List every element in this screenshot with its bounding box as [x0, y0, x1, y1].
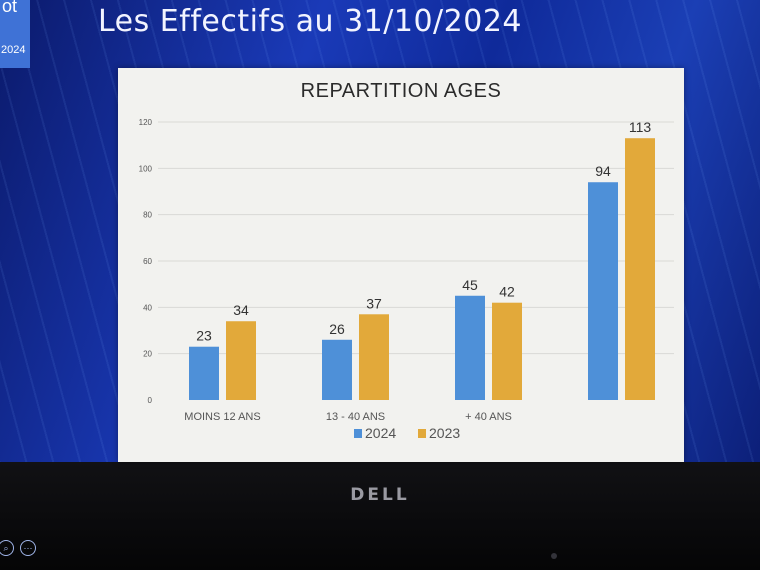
- y-tick-label: 0: [148, 396, 153, 405]
- zoom-icon[interactable]: ⌕: [0, 540, 14, 556]
- thumbnail-year: 2024: [1, 44, 26, 56]
- y-tick-label: 100: [139, 164, 153, 173]
- data-label: 37: [366, 295, 382, 311]
- monitor-bezel: [0, 462, 760, 570]
- bar-2024: [588, 182, 618, 400]
- data-label: 45: [462, 277, 478, 293]
- x-tick-label: MOINS 12 ANS: [184, 411, 260, 423]
- x-tick-label: + 40 ANS: [465, 411, 512, 423]
- data-label: 23: [196, 328, 212, 344]
- thumbnail-text: ot: [2, 0, 18, 16]
- bar-2023: [492, 302, 522, 400]
- y-tick-label: 40: [143, 303, 152, 312]
- bar-2023: [226, 321, 256, 400]
- y-tick-label: 60: [143, 257, 152, 266]
- chart-panel: REPARTITION AGES 0 20 40 60 80 100 120 23 34 MOIN…: [118, 68, 684, 462]
- bar-2024: [455, 295, 485, 400]
- data-label: 113: [629, 119, 652, 135]
- bar-2023: [359, 314, 389, 400]
- legend-swatch-2023: [418, 429, 426, 438]
- data-label: 94: [595, 163, 611, 179]
- data-label: 42: [499, 284, 515, 300]
- bar-2023: [625, 138, 655, 400]
- x-tick-label: 13 - 40 ANS: [326, 411, 385, 423]
- data-label: 26: [329, 321, 345, 337]
- previous-slide-thumbnail[interactable]: ot 2024: [0, 0, 30, 68]
- bar-2024: [189, 346, 219, 400]
- more-options-icon[interactable]: ⋯: [20, 540, 36, 556]
- slide-title: Les Effectifs au 31/10/2024: [98, 4, 523, 39]
- legend-label: 2024: [365, 425, 396, 441]
- legend-swatch-2024: [354, 429, 362, 438]
- y-tick-label: 80: [143, 211, 152, 220]
- bar-2024: [322, 339, 352, 400]
- y-tick-label: 120: [139, 118, 153, 127]
- bar-chart: 0 20 40 60 80 100 120 23 34 MOINS 12 ANS 26 37 13 - …: [139, 118, 674, 441]
- data-label: 34: [233, 302, 249, 318]
- monitor-brand-logo: DELL: [350, 485, 410, 505]
- legend-label: 2023: [429, 425, 460, 441]
- y-tick-label: 20: [143, 350, 152, 359]
- bezel-sensor: [551, 553, 557, 559]
- chart-title: REPARTITION AGES: [300, 80, 502, 102]
